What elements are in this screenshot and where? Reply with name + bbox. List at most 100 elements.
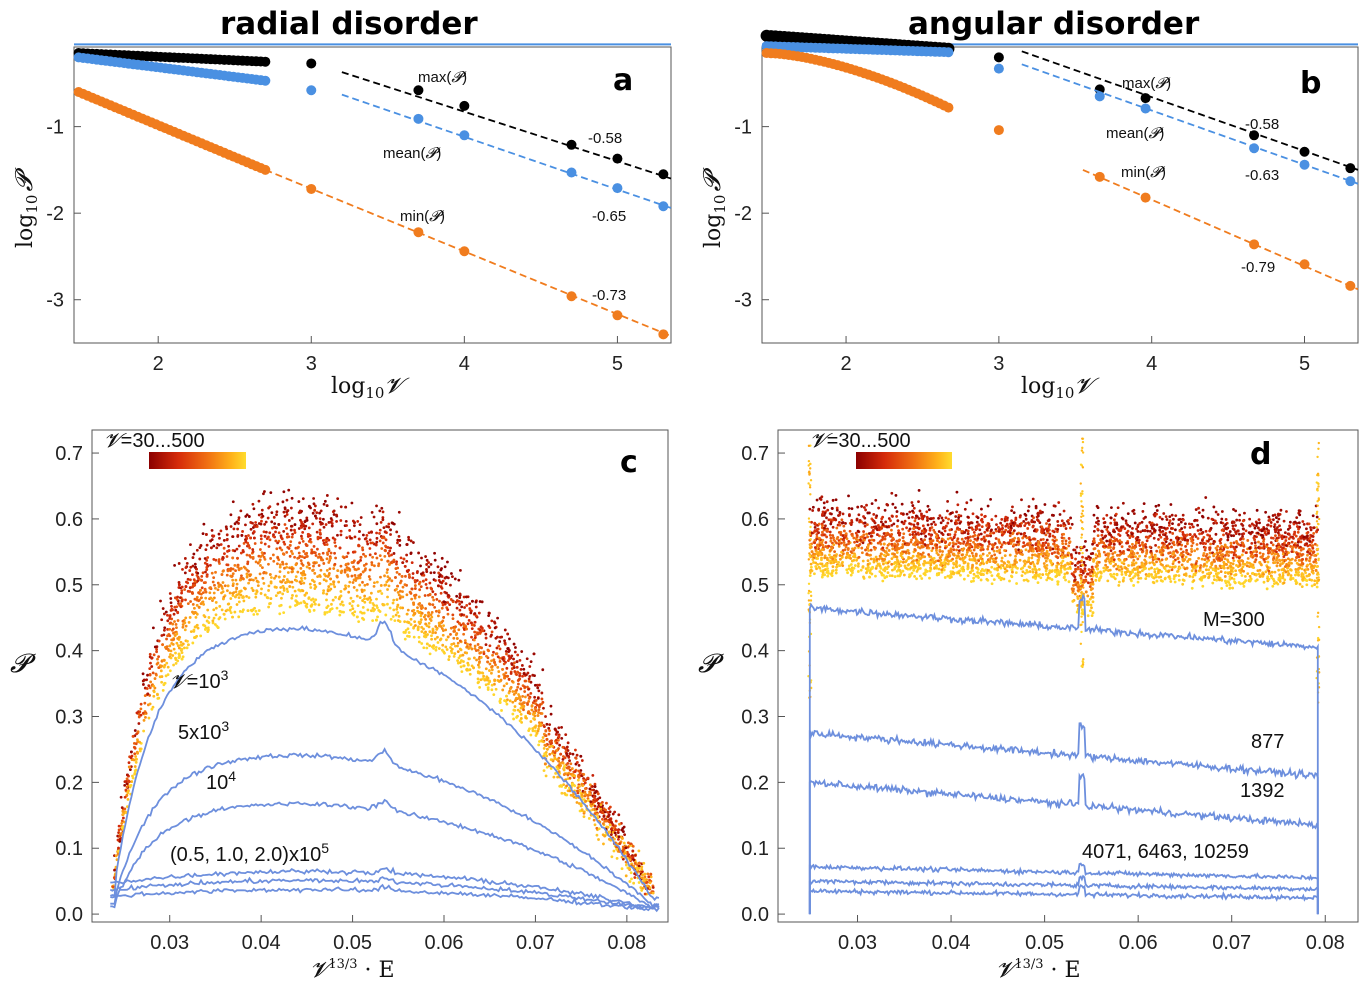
scatter-dot-c: [291, 552, 294, 555]
scatter-dot-c: [527, 694, 530, 697]
scatter-dot-c: [538, 725, 541, 728]
scatter-dot-c: [445, 638, 448, 641]
scatter-dot-c: [392, 602, 395, 605]
scatter-dot-c: [162, 607, 165, 610]
panel-b-frame: [762, 47, 1358, 343]
scatter-dot-c: [275, 510, 278, 513]
scatter-dot-c: [156, 693, 159, 696]
scatter-dot-c: [149, 662, 152, 665]
scatter-dot-c: [460, 648, 463, 651]
scatter-dot-d: [1279, 559, 1282, 562]
scatter-dot-c: [233, 549, 236, 552]
scatter-dot-c: [333, 541, 336, 544]
scatter-dot-c: [447, 594, 450, 597]
scatter-dot-d: [1190, 544, 1193, 547]
scatter-dot-c: [498, 680, 501, 683]
scatter-dot-c: [280, 534, 283, 537]
scatter-dot-c: [491, 630, 494, 633]
scatter-dot-c: [433, 571, 436, 574]
scatter-dot-d: [1045, 546, 1048, 549]
scatter-dot-c: [340, 571, 343, 574]
scatter-dot-c: [357, 561, 360, 564]
y-tick-label-d: 0.6: [741, 509, 769, 531]
scatter-dot-c: [328, 567, 331, 570]
scatter-dot-d: [1144, 543, 1147, 546]
scatter-dot-c: [276, 556, 279, 559]
scatter-dot-c: [185, 566, 188, 569]
scatter-dot-d: [908, 522, 911, 525]
scatter-dot-d: [918, 489, 921, 492]
scatter-dot-c: [238, 600, 241, 603]
scatter-dot-c: [143, 702, 146, 705]
x-axis-label-c: 𝓥13/3 · E: [310, 957, 395, 983]
scatter-dot-c: [286, 536, 289, 539]
scatter-dot-c: [316, 575, 319, 578]
scatter-dot-c: [286, 499, 289, 502]
scatter-dot-d: [1131, 527, 1134, 530]
scatter-dot-c: [340, 590, 343, 593]
curve-label-v1000: 𝓥=103: [170, 667, 229, 693]
scatter-dot-d: [996, 550, 999, 553]
scatter-dot-d: [1061, 542, 1064, 545]
scatter-dot-c: [331, 525, 334, 528]
scatter-dot-c: [296, 547, 299, 550]
scatter-dot-c: [356, 595, 359, 598]
scatter-dot-d: [1242, 528, 1245, 531]
scatter-dot-c: [189, 543, 192, 546]
scatter-dot-d: [945, 516, 948, 519]
scatter-dot-c: [517, 693, 520, 696]
scatter-dot-c: [334, 545, 337, 548]
scatter-dot-d: [938, 530, 941, 533]
scatter-dot-c: [134, 769, 137, 772]
scatter-dot-d: [859, 536, 862, 539]
scatter-dot-d: [816, 536, 819, 539]
scatter-dot-c: [121, 806, 124, 809]
scatter-dot-c: [150, 665, 153, 668]
scatter-dot-c: [489, 644, 492, 647]
scatter-dot-c: [542, 736, 545, 739]
scatter-dot-c: [218, 537, 221, 540]
scatter-dot-c: [452, 617, 455, 620]
scatter-dot-c: [189, 578, 192, 581]
scatter-dot-d: [908, 552, 911, 555]
scatter-dot-c: [282, 500, 285, 503]
scatter-dot-d: [832, 499, 835, 502]
scatter-dot-c: [229, 575, 232, 578]
scatter-dot-c: [414, 587, 417, 590]
scatter-dot-c: [240, 534, 243, 537]
scatter-dot-c: [302, 497, 305, 500]
scatter-dot-c: [302, 600, 305, 603]
scatter-dot-c: [552, 776, 555, 779]
scatter-dot-c: [261, 551, 264, 554]
scatter-dot-c: [124, 796, 127, 799]
scatter-dot-c: [482, 675, 485, 678]
scatter-dot-c: [312, 565, 315, 568]
scatter-dot-c: [579, 755, 582, 758]
scatter-dot-c: [340, 594, 343, 597]
scatter-dot-c: [181, 658, 184, 661]
scatter-dot-c: [637, 850, 640, 853]
scatter-dot-c: [170, 657, 173, 660]
scatter-dot-c: [261, 566, 264, 569]
scatter-dot-c: [498, 675, 501, 678]
scatter-dot-d: [1084, 567, 1087, 570]
slope-label-mean-a: -0.65: [592, 208, 626, 225]
scatter-dot-c: [379, 539, 382, 542]
scatter-dot-c: [528, 697, 531, 700]
scatter-dot-d: [1169, 555, 1172, 558]
scatter-dot-c: [378, 509, 381, 512]
scatter-dot-d: [1204, 549, 1207, 552]
scatter-dot-c: [351, 502, 354, 505]
scatter-dot-c: [215, 607, 218, 610]
scatter-dot-c: [283, 511, 286, 514]
scatter-dot-c: [368, 547, 371, 550]
scatter-dot-c: [475, 615, 478, 618]
scatter-dot-c: [471, 627, 474, 630]
scatter-dot-c: [236, 603, 239, 606]
scatter-dot-c: [196, 580, 199, 583]
curve-label-v5000: 5x103: [178, 718, 229, 744]
y-tick-label-c: 0.1: [55, 838, 83, 860]
scatter-dot-d: [1246, 539, 1249, 542]
scatter-dot-c: [290, 597, 293, 600]
scatter-dot-d: [1276, 553, 1279, 556]
